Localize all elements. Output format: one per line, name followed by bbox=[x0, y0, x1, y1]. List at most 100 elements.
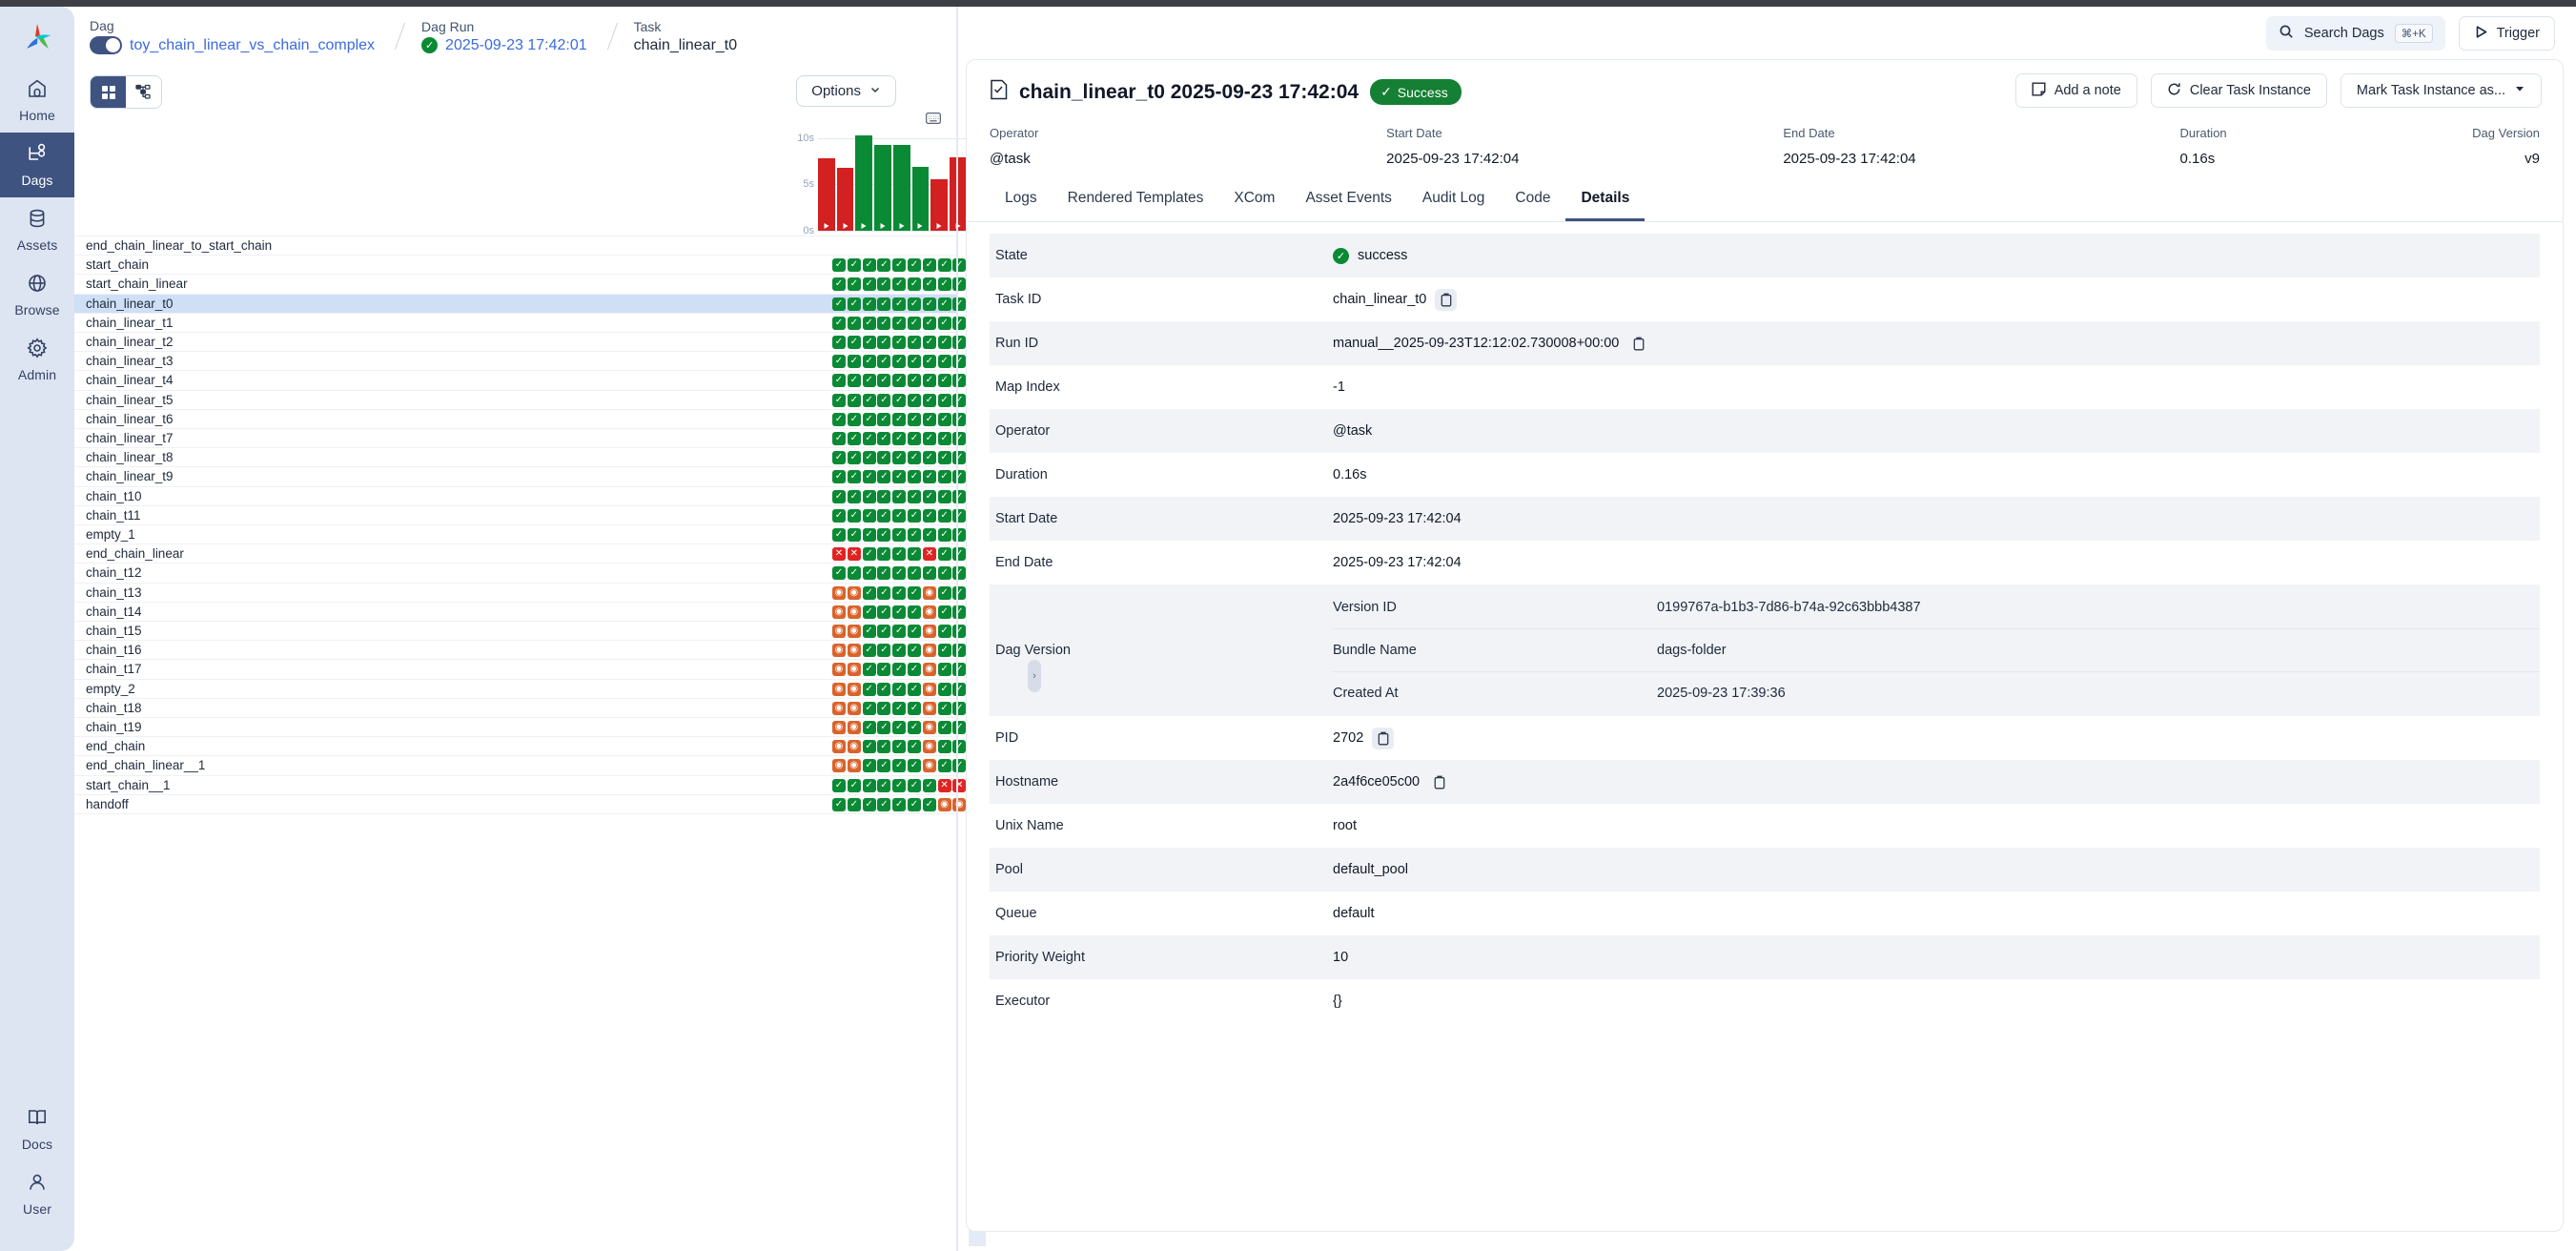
task-row[interactable]: chain_t15 ◉◉✓✓✓✓◉✓✓✓ bbox=[74, 621, 982, 640]
task-instance-cell-success[interactable]: ✓ bbox=[862, 508, 876, 523]
task-instance-cell-success[interactable]: ✓ bbox=[907, 297, 921, 311]
task-instance-cell-success[interactable]: ✓ bbox=[937, 451, 951, 465]
task-instance-cell-success[interactable]: ✓ bbox=[937, 297, 951, 311]
task-instance-cell-success[interactable]: ✓ bbox=[847, 412, 861, 426]
task-instance-cell-success[interactable]: ✓ bbox=[892, 644, 907, 658]
task-instance-cell-success[interactable]: ✓ bbox=[877, 778, 891, 792]
clear-task-instance-button[interactable]: Clear Task Instance bbox=[2150, 73, 2327, 108]
panel-resize-handle[interactable]: › bbox=[1028, 660, 1041, 692]
task-row[interactable]: chain_linear_t4 ✓✓✓✓✓✓✓✓✓✓ bbox=[74, 370, 982, 389]
task-row[interactable]: chain_linear_t7 ✓✓✓✓✓✓✓✓✓✓ bbox=[74, 428, 982, 447]
task-instance-cell-success[interactable]: ✓ bbox=[937, 258, 951, 273]
task-row-label[interactable]: chain_linear_t3 bbox=[86, 354, 174, 369]
task-row[interactable]: chain_linear_t0 ✓✓✓✓✓✓✓✓✓✓ bbox=[74, 293, 982, 313]
task-instance-cell-success[interactable]: ✓ bbox=[877, 682, 891, 696]
task-instance-cell-success[interactable]: ✓ bbox=[892, 277, 907, 292]
task-instance-cell-success[interactable]: ✓ bbox=[892, 355, 907, 369]
task-instance-cell-upstream-failed[interactable]: ◉ bbox=[832, 701, 846, 715]
task-row-label[interactable]: chain_t18 bbox=[86, 700, 142, 715]
task-instance-cell-success[interactable]: ✓ bbox=[937, 644, 951, 658]
task-instance-cell-success[interactable]: ✓ bbox=[862, 258, 876, 273]
task-row-label[interactable]: start_chain bbox=[86, 257, 150, 273]
task-row[interactable]: chain_t13 ◉◉✓✓✓✓◉✓✓✓ bbox=[74, 582, 982, 602]
task-instance-cell-success[interactable]: ✓ bbox=[862, 797, 876, 811]
chart-bar[interactable] bbox=[930, 178, 948, 231]
task-row[interactable]: ✓ bbox=[74, 813, 982, 832]
task-instance-cell-success[interactable]: ✓ bbox=[847, 374, 861, 388]
task-instance-cell-success[interactable]: ✓ bbox=[922, 451, 936, 465]
task-instance-cell-success[interactable]: ✓ bbox=[952, 470, 967, 484]
task-row-label[interactable]: empty_1 bbox=[86, 527, 135, 543]
task-instance-cell-upstream-failed[interactable]: ◉ bbox=[832, 585, 846, 600]
task-instance-cell-success[interactable]: ✓ bbox=[847, 797, 861, 811]
task-instance-cell-success[interactable]: ✓ bbox=[952, 374, 967, 388]
task-row-label[interactable]: end_chain bbox=[86, 739, 146, 754]
task-instance-cell-success[interactable]: ✓ bbox=[937, 605, 951, 619]
task-instance-cell-success[interactable]: ✓ bbox=[877, 374, 891, 388]
copy-icon[interactable] bbox=[1435, 288, 1458, 311]
copy-icon[interactable] bbox=[1428, 771, 1450, 793]
task-instance-cell-success[interactable]: ✓ bbox=[877, 585, 891, 600]
add-note-button[interactable]: Add a note bbox=[2014, 73, 2137, 108]
trigger-button[interactable]: Trigger bbox=[2458, 16, 2555, 51]
task-instance-cell-success[interactable]: ✓ bbox=[832, 277, 846, 292]
task-instance-cell-upstream-failed[interactable]: ◉ bbox=[922, 759, 936, 773]
task-instance-cell-success[interactable]: ✓ bbox=[832, 355, 846, 369]
task-row-label[interactable]: chain_t12 bbox=[86, 565, 142, 581]
task-row[interactable]: end_chain_linear ✕✕✓✓✓✓✕✓✓✓ bbox=[74, 543, 982, 563]
chart-bar[interactable] bbox=[874, 144, 891, 231]
task-instance-cell-success[interactable]: ✓ bbox=[952, 759, 967, 773]
task-instance-cell-success[interactable]: ✓ bbox=[922, 489, 936, 503]
task-instance-cell-success[interactable]: ✓ bbox=[877, 625, 891, 639]
task-instance-cell-success[interactable]: ✓ bbox=[937, 682, 951, 696]
task-instance-cell-success[interactable]: ✓ bbox=[862, 412, 876, 426]
task-instance-cell-upstream-failed[interactable]: ◉ bbox=[847, 663, 861, 677]
task-row-label[interactable]: chain_t17 bbox=[86, 662, 142, 677]
dag-pause-toggle[interactable] bbox=[90, 36, 122, 54]
task-instance-cell-success[interactable]: ✓ bbox=[847, 336, 861, 350]
task-instance-cell-success[interactable]: ✓ bbox=[937, 374, 951, 388]
task-instance-cell-success[interactable]: ✓ bbox=[862, 721, 876, 735]
task-instance-cell-success[interactable]: ✓ bbox=[877, 470, 891, 484]
task-instance-cell-success[interactable]: ✓ bbox=[862, 374, 876, 388]
task-instance-cell-upstream-failed[interactable]: ◉ bbox=[847, 740, 861, 754]
task-instance-cell-success[interactable]: ✓ bbox=[952, 258, 967, 273]
task-instance-cell-success[interactable]: ✓ bbox=[862, 489, 876, 503]
task-instance-cell-success[interactable]: ✓ bbox=[847, 508, 861, 523]
task-instance-cell-success[interactable]: ✓ bbox=[922, 508, 936, 523]
task-instance-cell-success[interactable]: ✓ bbox=[877, 701, 891, 715]
chart-bar[interactable] bbox=[855, 134, 873, 231]
task-instance-cell-success[interactable]: ✓ bbox=[862, 432, 876, 446]
task-instance-cell-success[interactable]: ✓ bbox=[952, 336, 967, 350]
task-instance-cell-success[interactable]: ✓ bbox=[952, 451, 967, 465]
task-instance-cell-upstream-failed[interactable]: ◉ bbox=[847, 759, 861, 773]
task-instance-cell-success[interactable]: ✓ bbox=[832, 258, 846, 273]
task-instance-cell-success[interactable]: ✓ bbox=[952, 644, 967, 658]
task-instance-cell-success[interactable]: ✓ bbox=[862, 393, 876, 407]
task-instance-cell-success[interactable]: ✓ bbox=[892, 489, 907, 503]
task-row-label[interactable]: start_chain_linear bbox=[86, 277, 188, 292]
task-instance-cell-success[interactable]: ✓ bbox=[952, 432, 967, 446]
task-instance-cell-failed[interactable]: ✕ bbox=[937, 778, 951, 792]
task-instance-cell-success[interactable]: ✓ bbox=[832, 374, 846, 388]
task-instance-cell-success[interactable]: ✓ bbox=[832, 470, 846, 484]
task-instance-cell-success[interactable]: ✓ bbox=[892, 470, 907, 484]
task-instance-cell-success[interactable]: ✓ bbox=[847, 778, 861, 792]
task-row[interactable]: end_chain_linear_to_start_chain bbox=[74, 236, 957, 255]
task-instance-cell-success[interactable]: ✓ bbox=[877, 759, 891, 773]
task-row-label[interactable]: chain_t11 bbox=[86, 507, 141, 523]
task-instance-cell-success[interactable]: ✓ bbox=[847, 355, 861, 369]
task-instance-cell-success[interactable]: ✓ bbox=[892, 605, 907, 619]
task-row-label[interactable]: handoff bbox=[86, 796, 129, 811]
task-instance-cell-success[interactable]: ✓ bbox=[952, 277, 967, 292]
keyboard-icon[interactable] bbox=[926, 112, 941, 129]
task-instance-cell-success[interactable]: ✓ bbox=[907, 644, 921, 658]
task-instance-cell-success[interactable]: ✓ bbox=[952, 508, 967, 523]
task-instance-cell-upstream-failed[interactable]: ◉ bbox=[922, 682, 936, 696]
task-instance-cell-success[interactable]: ✓ bbox=[862, 566, 876, 581]
task-row-label[interactable]: end_chain_linear_to_start_chain bbox=[86, 238, 273, 254]
task-instance-cell-success[interactable]: ✓ bbox=[847, 297, 861, 311]
task-row-label[interactable]: end_chain_linear__1 bbox=[86, 758, 206, 773]
task-instance-cell-success[interactable]: ✓ bbox=[907, 547, 921, 562]
task-instance-cell-success[interactable]: ✓ bbox=[832, 797, 846, 811]
